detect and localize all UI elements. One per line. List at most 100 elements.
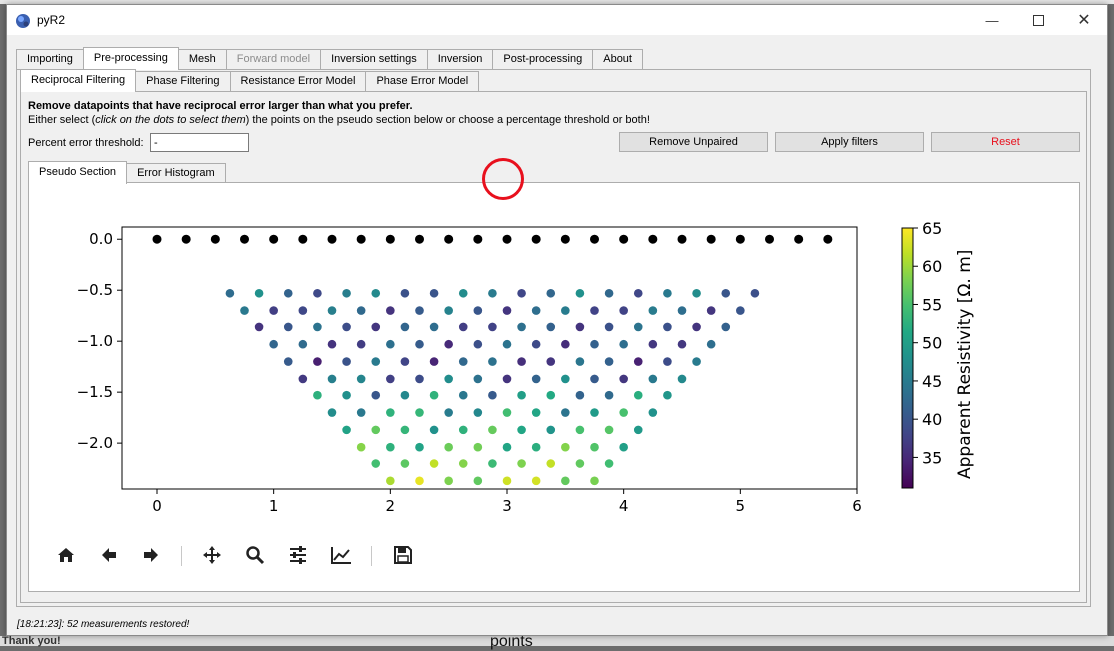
- background-text-thanks: Thank you!: [2, 635, 61, 647]
- apply-filters-button[interactable]: Apply filters: [775, 132, 924, 152]
- zoom-button[interactable]: [242, 542, 268, 568]
- electrode-point: [619, 234, 629, 244]
- tab-phase-error-model[interactable]: Phase Error Model: [365, 71, 480, 91]
- data-point: [342, 425, 351, 435]
- colorbar-tick-label: 45: [922, 372, 942, 391]
- threshold-input[interactable]: [150, 133, 249, 152]
- data-point: [444, 374, 453, 384]
- data-point: [458, 288, 468, 298]
- data-point: [356, 442, 366, 452]
- app-logo-icon: [16, 14, 30, 28]
- data-point: [677, 339, 687, 349]
- home-button[interactable]: [53, 542, 79, 568]
- pan-button[interactable]: [199, 542, 225, 568]
- tab-resistance-error-model[interactable]: Resistance Error Model: [229, 71, 367, 91]
- edit-axes-button[interactable]: [328, 542, 354, 568]
- data-point: [633, 357, 643, 366]
- data-point: [633, 390, 643, 400]
- remove-unpaired-button[interactable]: Remove Unpaired: [619, 132, 768, 152]
- minimize-icon: —: [985, 12, 999, 28]
- forward-button[interactable]: [138, 542, 164, 568]
- data-point: [415, 306, 424, 315]
- tab-reciprocal-filtering[interactable]: Reciprocal Filtering: [20, 69, 137, 92]
- data-point: [415, 476, 424, 486]
- electrode-point: [531, 234, 541, 244]
- data-point: [415, 374, 424, 384]
- tab-inversion[interactable]: Inversion: [426, 49, 494, 69]
- data-point: [604, 322, 614, 332]
- home-icon: [58, 548, 74, 562]
- tab-mesh[interactable]: Mesh: [177, 49, 227, 69]
- data-point: [692, 357, 701, 366]
- electrode-point: [444, 234, 454, 244]
- tab-about[interactable]: About: [592, 49, 643, 69]
- tab-phase-filtering[interactable]: Phase Filtering: [135, 71, 231, 91]
- data-point: [531, 442, 541, 452]
- data-point: [429, 425, 439, 435]
- data-point: [298, 374, 308, 384]
- data-point: [517, 357, 526, 366]
- instructions-line: Either select (click on the dots to sele…: [28, 114, 650, 126]
- instructions-prefix: Either select (: [28, 114, 96, 126]
- data-point: [488, 357, 497, 366]
- pseudo-section-chart[interactable]: 0 1 2 3 4 5 60.0−0.5−1.0−1.5−2.0 3540455055606…: [7, 5, 1107, 611]
- tab-pre-processing[interactable]: Pre-processing: [82, 47, 179, 70]
- back-arrow-icon: [102, 548, 116, 562]
- data-point: [517, 288, 526, 298]
- tab-error-histogram[interactable]: Error Histogram: [126, 163, 226, 183]
- electrode-point: [298, 234, 308, 244]
- data-point: [313, 357, 322, 366]
- colorbar-tick-label: 60: [922, 257, 942, 276]
- data-point: [386, 408, 395, 417]
- data-point: [473, 476, 483, 486]
- data-point: [663, 322, 672, 332]
- data-point: [619, 339, 628, 349]
- save-button[interactable]: [390, 542, 416, 568]
- plot-tab-bar: Pseudo Section Error Histogram: [28, 161, 226, 184]
- data-point: [561, 374, 570, 384]
- data-point: [356, 306, 366, 315]
- tab-importing[interactable]: Importing: [16, 49, 84, 69]
- background-desktop-top: [0, 0, 1114, 4]
- data-point: [313, 322, 322, 332]
- data-point: [356, 339, 366, 349]
- data-point: [386, 306, 395, 315]
- data-point: [386, 476, 395, 486]
- data-point: [517, 322, 526, 332]
- tab-forward-model[interactable]: Forward model: [225, 49, 322, 69]
- status-message: [18:21:23]: 52 measurements restored!: [17, 619, 190, 630]
- forward-arrow-icon: [144, 548, 158, 562]
- title-bar[interactable]: pyR2 — ✕: [7, 5, 1107, 35]
- tab-post-processing[interactable]: Post-processing: [492, 49, 594, 69]
- tab-inversion-settings[interactable]: Inversion settings: [320, 49, 428, 69]
- reset-button[interactable]: Reset: [931, 132, 1080, 152]
- toolbar-separator: [181, 546, 182, 566]
- data-point: [371, 322, 381, 332]
- data-point: [502, 442, 512, 452]
- data-point: [590, 306, 599, 315]
- data-point: [633, 322, 643, 332]
- back-button[interactable]: [96, 542, 122, 568]
- data-point: [298, 339, 308, 349]
- data-point: [240, 306, 249, 315]
- data-point: [473, 374, 483, 384]
- data-point: [269, 306, 278, 315]
- data-point: [575, 390, 585, 400]
- tab-pseudo-section[interactable]: Pseudo Section: [28, 161, 128, 184]
- minimize-button[interactable]: —: [969, 5, 1015, 35]
- electrode-point: [240, 234, 249, 244]
- data-point: [546, 288, 556, 298]
- colorbar-tick-label: 55: [922, 295, 942, 314]
- data-point: [561, 306, 570, 315]
- data-point: [604, 390, 614, 400]
- status-bar: [18:21:23]: 52 measurements restored!: [7, 611, 1107, 635]
- configure-subplots-button[interactable]: [285, 542, 311, 568]
- data-point: [283, 357, 293, 366]
- data-point: [546, 357, 556, 366]
- colorbar: [901, 227, 914, 489]
- data-point: [488, 459, 497, 468]
- data-point: [429, 322, 439, 332]
- data-point: [590, 476, 599, 486]
- close-button[interactable]: ✕: [1061, 5, 1107, 35]
- maximize-button[interactable]: [1015, 5, 1061, 35]
